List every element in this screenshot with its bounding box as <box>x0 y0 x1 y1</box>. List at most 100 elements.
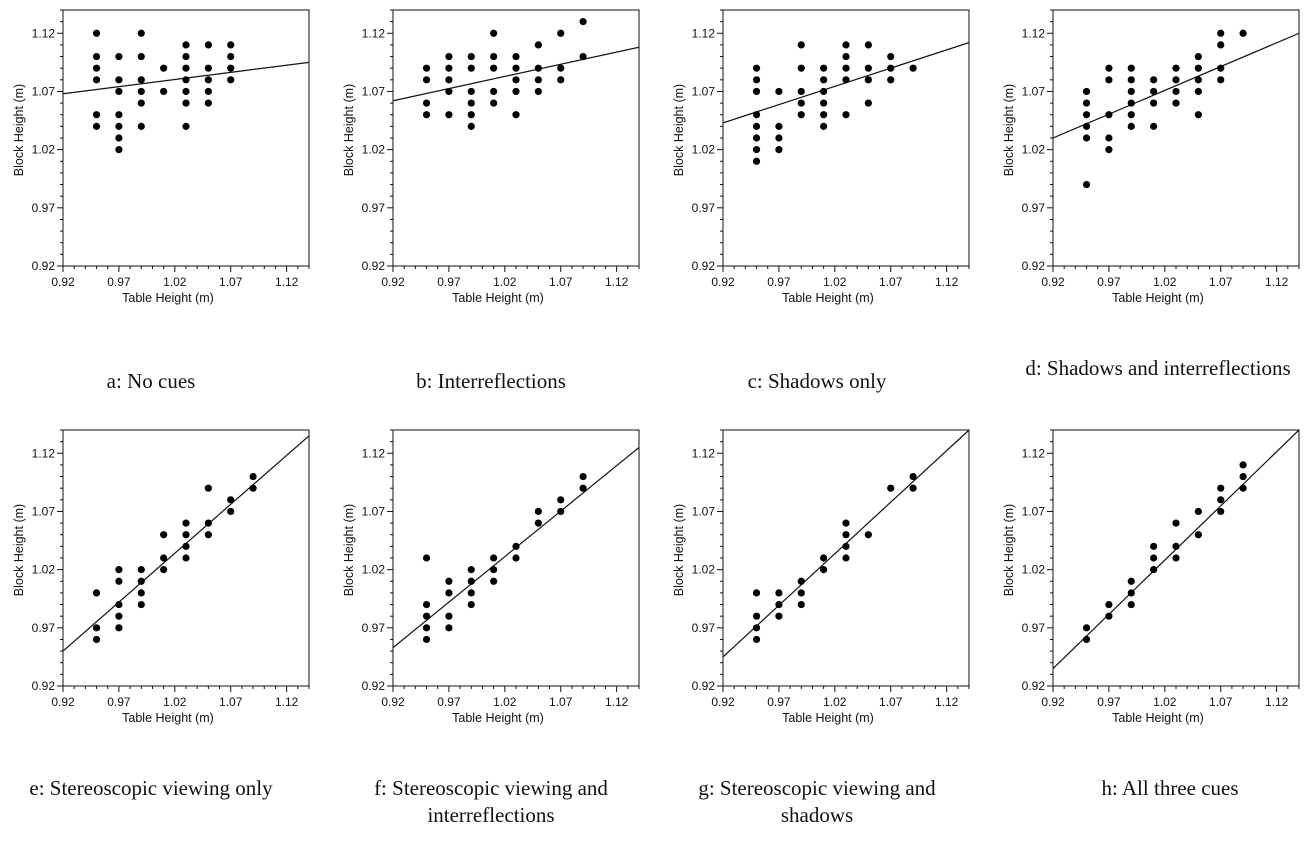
plot-frame <box>392 9 640 267</box>
data-point <box>579 18 587 26</box>
data-point <box>752 146 761 154</box>
data-point <box>842 64 850 72</box>
data-point <box>137 600 145 609</box>
data-point <box>467 566 475 574</box>
data-point <box>137 122 145 130</box>
scatter-panel-g: 0.92 0.97 1.02 1.07 1.12 0.92 0.97 1.02 1.07 1.12… <box>672 429 970 725</box>
x-tick-label: 0.97 <box>437 275 461 289</box>
data-point <box>775 612 783 620</box>
x-tick-label: 0.92 <box>381 275 405 289</box>
data-point <box>820 122 828 130</box>
data-point <box>115 624 123 632</box>
data-point <box>820 99 828 107</box>
data-point <box>1082 99 1091 107</box>
y-tick-label: 1.12 <box>32 446 56 460</box>
data-point <box>490 87 498 96</box>
data-point <box>1105 612 1113 620</box>
data-point <box>445 577 453 585</box>
data-point <box>1150 554 1158 562</box>
x-axis-title: Table Height (m) <box>452 291 544 305</box>
x-axis-title: Table Height (m) <box>1112 711 1204 725</box>
data-point <box>1082 111 1091 119</box>
regression-line <box>393 46 639 102</box>
panel-caption-a: a: No cues <box>106 369 196 393</box>
data-point <box>1127 600 1135 609</box>
data-point <box>1150 87 1158 96</box>
data-point <box>1150 566 1158 574</box>
data-point <box>1082 624 1091 632</box>
scatter-panel-e: 0.92 0.97 1.02 1.07 1.12 0.92 0.97 1.02 1.07 1.12… <box>12 429 310 725</box>
y-tick-label: 0.92 <box>32 259 56 273</box>
data-point <box>445 612 453 620</box>
data-point <box>1217 507 1225 516</box>
y-axis-title: Block Height (m) <box>672 504 686 596</box>
data-point <box>797 41 805 49</box>
x-tick-label: 1.12 <box>275 695 299 709</box>
x-tick-label: 0.97 <box>767 695 791 709</box>
data-point <box>1239 461 1247 469</box>
y-tick-label: 0.92 <box>32 679 56 693</box>
x-tick-label: 1.12 <box>1265 695 1289 709</box>
data-point <box>752 624 761 632</box>
x-tick-label: 1.02 <box>163 695 187 709</box>
y-tick-label: 0.92 <box>692 259 716 273</box>
x-tick-label: 0.97 <box>437 695 461 709</box>
data-point <box>557 29 565 37</box>
x-tick-label: 0.97 <box>107 695 131 709</box>
data-point <box>864 64 872 72</box>
data-point <box>422 76 431 84</box>
y-tick-label: 1.07 <box>362 504 386 518</box>
data-point <box>490 29 498 37</box>
data-point <box>422 99 431 107</box>
data-point <box>1150 76 1158 84</box>
data-point <box>820 64 828 72</box>
data-point <box>1217 76 1225 84</box>
panel-caption-h: h: All three cues <box>1101 776 1239 800</box>
data-point <box>512 554 520 562</box>
data-point <box>137 76 145 84</box>
y-axis-title: Block Height (m) <box>342 84 356 176</box>
data-point <box>115 577 123 585</box>
data-point <box>1239 29 1247 37</box>
data-point <box>512 52 520 61</box>
data-point <box>1082 87 1091 96</box>
data-point <box>1172 76 1180 84</box>
data-point <box>445 64 453 72</box>
x-tick-label: 1.12 <box>935 695 959 709</box>
x-tick-label: 0.92 <box>711 695 735 709</box>
x-tick-label: 1.02 <box>493 275 517 289</box>
data-point <box>557 496 565 504</box>
data-point <box>227 64 235 72</box>
x-tick-label: 0.97 <box>1097 275 1121 289</box>
data-point <box>1217 29 1225 37</box>
data-point <box>115 87 123 96</box>
x-tick-label: 0.97 <box>767 275 791 289</box>
data-point <box>797 64 805 72</box>
data-point <box>775 134 783 142</box>
data-point <box>137 87 145 96</box>
data-point <box>864 41 872 49</box>
data-point <box>1217 41 1225 49</box>
data-point <box>1082 635 1091 644</box>
y-tick-label: 1.02 <box>362 143 386 157</box>
data-point <box>204 531 212 539</box>
data-point <box>775 87 783 96</box>
y-tick-label: 0.92 <box>362 679 386 693</box>
data-point <box>1127 122 1135 130</box>
x-tick-label: 0.92 <box>381 695 405 709</box>
data-point <box>1194 507 1202 516</box>
data-point <box>534 64 542 72</box>
scatter-panel-b: 0.92 0.97 1.02 1.07 1.12 0.92 0.97 1.02 1.07 1.12… <box>342 9 640 305</box>
panel-caption-g: g: Stereoscopic viewing and shadows <box>698 776 936 827</box>
x-tick-label: 1.02 <box>163 275 187 289</box>
x-tick-label: 1.02 <box>1153 695 1177 709</box>
data-point <box>115 52 123 61</box>
data-point <box>467 589 475 597</box>
x-tick-label: 1.12 <box>275 275 299 289</box>
x-tick-label: 1.07 <box>549 275 573 289</box>
data-point <box>467 99 475 107</box>
scatter-panel-c: 0.92 0.97 1.02 1.07 1.12 0.92 0.97 1.02 1.07 1.12… <box>672 9 970 305</box>
data-point <box>467 577 475 585</box>
data-point <box>1239 484 1247 492</box>
y-axis-title: Block Height (m) <box>342 504 356 596</box>
